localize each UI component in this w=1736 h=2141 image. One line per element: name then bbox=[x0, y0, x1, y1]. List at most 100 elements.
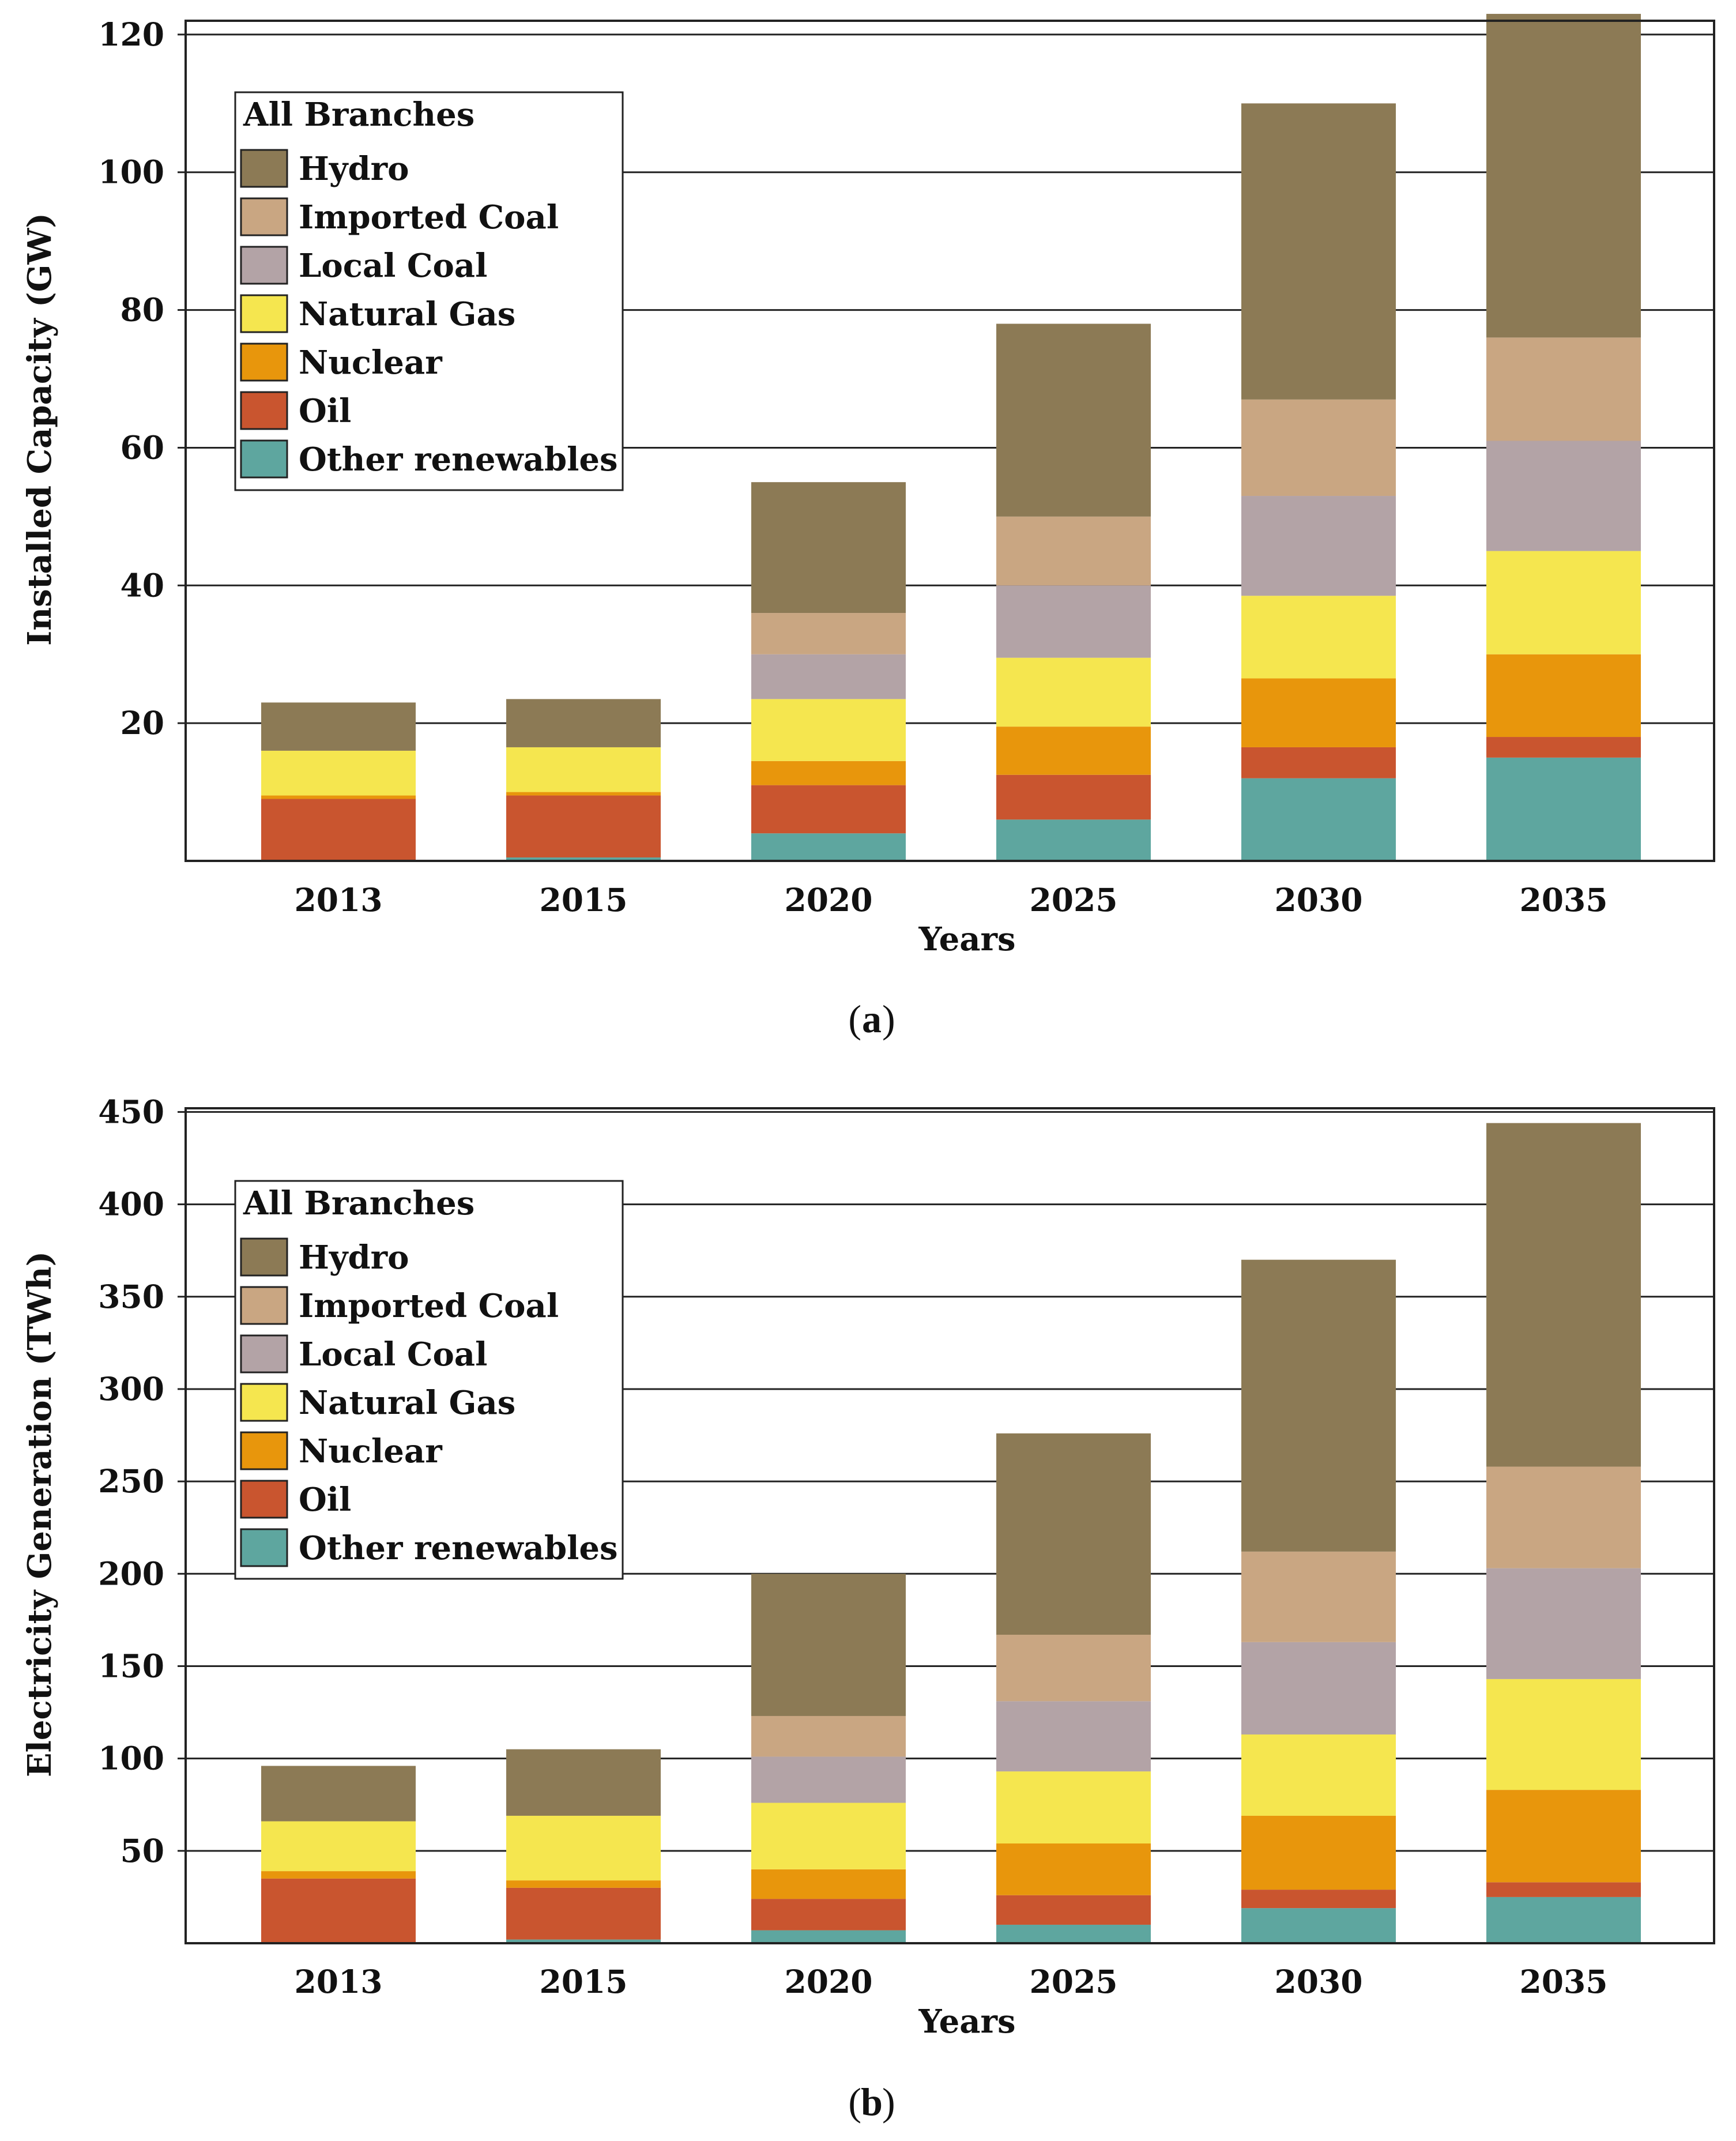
bar-segment-oil-2025 bbox=[996, 774, 1151, 820]
x-tick-label-2030: 2030 bbox=[1274, 1963, 1362, 2000]
y-tick-label-120: 120 bbox=[98, 16, 164, 53]
bar-segment-local-coal-2025 bbox=[996, 1701, 1151, 1772]
stacked-bars bbox=[261, 1123, 1641, 1943]
bar-segment-oil-2035 bbox=[1486, 1882, 1641, 1897]
bar-segment-oil-2020 bbox=[751, 1899, 906, 1931]
legend-swatch-nuclear bbox=[240, 343, 288, 382]
bar-segment-natural-gas-2020 bbox=[751, 699, 906, 761]
bar-segment-natural-gas-2030 bbox=[1241, 1734, 1396, 1816]
legend-label-local-coal: Local Coal bbox=[299, 1335, 487, 1374]
bar-segment-oil-2020 bbox=[751, 785, 906, 834]
panel-label-letter: a bbox=[862, 997, 882, 1041]
bar-segment-natural-gas-2013 bbox=[261, 750, 416, 796]
bar-segment-nuclear-2030 bbox=[1241, 678, 1396, 747]
y-tick-labels: 50 100 150 200 250 300 350 400 450 bbox=[98, 1093, 186, 1869]
bar-segment-nuclear-2013 bbox=[261, 795, 416, 799]
x-tick-label-2035: 2035 bbox=[1519, 881, 1607, 919]
x-tick-labels: 2013 2015 2020 2025 2030 2035 bbox=[294, 881, 1607, 919]
bar-segment-nuclear-2035 bbox=[1486, 1790, 1641, 1883]
bar-segment-hydro-2015 bbox=[506, 1749, 661, 1816]
legend-swatch-natural-gas bbox=[240, 294, 288, 333]
legend: All Branches Hydro Imported Coal Local Coa… bbox=[234, 1180, 624, 1580]
x-tick-label-2013: 2013 bbox=[294, 881, 382, 919]
panel-label-open-paren: ( bbox=[848, 2080, 861, 2124]
plot-frame bbox=[184, 1107, 1715, 1944]
legend-swatch-local-coal bbox=[240, 1334, 288, 1374]
bar-segment-nuclear-2015 bbox=[506, 1880, 661, 1888]
legend-title: All Branches bbox=[243, 96, 475, 134]
bar-segment-oil-2025 bbox=[996, 1895, 1151, 1925]
bar-segment-hydro-2025 bbox=[996, 1433, 1151, 1635]
bar-segment-natural-gas-2035 bbox=[1486, 1679, 1641, 1790]
bar-segment-hydro-2020 bbox=[751, 482, 906, 614]
legend-label-imported-coal: Imported Coal bbox=[299, 198, 559, 236]
x-tick-label-2035: 2035 bbox=[1519, 1963, 1607, 2000]
bar-segment-local-coal-2030 bbox=[1241, 496, 1396, 596]
bar-segment-local-coal-2035 bbox=[1486, 1568, 1641, 1679]
x-tick-label-2013: 2013 bbox=[294, 1963, 382, 2000]
plot-frame bbox=[184, 20, 1715, 862]
y-tick-label-150: 150 bbox=[98, 1647, 164, 1684]
bar-segment-oil-2015 bbox=[506, 795, 661, 858]
y-axis-title: Installed Capacity (GW) bbox=[21, 213, 59, 646]
legend-swatch-oil bbox=[240, 1480, 288, 1519]
legend: All Branches Hydro Imported Coal Local Coa… bbox=[234, 91, 624, 491]
bar-segment-hydro-2035 bbox=[1486, 1123, 1641, 1467]
legend-box bbox=[234, 1180, 624, 1580]
y-axis-title: Electricity Generation (TWh) bbox=[21, 1251, 59, 1777]
bar-segment-natural-gas-2015 bbox=[506, 1815, 661, 1881]
bar-segment-natural-gas-2020 bbox=[751, 1803, 906, 1869]
y-tick-label-450: 450 bbox=[98, 1093, 164, 1130]
legend-swatch-other-renewables bbox=[240, 1528, 288, 1567]
bar-segment-imported-coal-2025 bbox=[996, 1635, 1151, 1702]
bar-segment-oil-2015 bbox=[506, 1887, 661, 1940]
bar-segment-natural-gas-2015 bbox=[506, 747, 661, 792]
legend-label-hydro: Hydro bbox=[299, 150, 409, 188]
panel-label-close-paren: ) bbox=[882, 2080, 895, 2124]
x-tick-label-2015: 2015 bbox=[539, 881, 627, 919]
legend-label-oil: Oil bbox=[299, 392, 351, 430]
legend-swatch-hydro bbox=[240, 149, 288, 188]
bar-segment-imported-coal-2025 bbox=[996, 516, 1151, 586]
panel-label-letter: b bbox=[861, 2080, 883, 2124]
y-tick-label-200: 200 bbox=[98, 1555, 164, 1592]
x-tick-label-2025: 2025 bbox=[1029, 881, 1117, 919]
bar-segment-other-renewables-2020 bbox=[751, 833, 906, 861]
bar-segment-local-coal-2035 bbox=[1486, 441, 1641, 551]
bar-segment-nuclear-2035 bbox=[1486, 654, 1641, 738]
bar-segment-nuclear-2025 bbox=[996, 727, 1151, 775]
bar-segment-natural-gas-2030 bbox=[1241, 596, 1396, 679]
legend-title: All Branches bbox=[243, 1184, 475, 1222]
bar-segment-oil-2030 bbox=[1241, 747, 1396, 778]
y-tick-label-60: 60 bbox=[120, 428, 164, 466]
bar-segment-hydro-2013 bbox=[261, 1766, 416, 1822]
bar-segment-oil-2030 bbox=[1241, 1890, 1396, 1909]
bar-segment-hydro-2013 bbox=[261, 702, 416, 751]
legend-label-natural-gas: Natural Gas bbox=[299, 1384, 515, 1422]
x-tick-label-2020: 2020 bbox=[784, 881, 872, 919]
bar-segment-oil-2013 bbox=[261, 799, 416, 861]
legend-swatch-oil bbox=[240, 391, 288, 430]
bar-segment-local-coal-2020 bbox=[751, 654, 906, 699]
bar-segment-other-renewables-2015 bbox=[506, 857, 661, 861]
bar-segment-hydro-2025 bbox=[996, 323, 1151, 517]
bar-segment-other-renewables-2020 bbox=[751, 1930, 906, 1943]
x-tick-label-2015: 2015 bbox=[539, 1963, 627, 2000]
x-axis-title: Years bbox=[918, 2003, 1015, 2041]
bar-segment-imported-coal-2035 bbox=[1486, 1466, 1641, 1568]
x-tick-label-2020: 2020 bbox=[784, 1963, 872, 2000]
panel-label: ( a ) bbox=[848, 997, 895, 1041]
bar-segment-local-coal-2025 bbox=[996, 585, 1151, 658]
y-tick-labels: 20 40 60 80 100 120 bbox=[98, 16, 186, 742]
bar-segment-hydro-2030 bbox=[1241, 1259, 1396, 1552]
bar-segment-other-renewables-2035 bbox=[1486, 1897, 1641, 1943]
y-tick-label-100: 100 bbox=[98, 153, 164, 191]
panel-label: ( b ) bbox=[848, 2080, 895, 2124]
bar-segment-imported-coal-2035 bbox=[1486, 337, 1641, 441]
legend-swatch-nuclear bbox=[240, 1431, 288, 1470]
panel-label-open-paren: ( bbox=[848, 997, 861, 1041]
y-tick-label-20: 20 bbox=[120, 704, 164, 742]
y-tick-label-100: 100 bbox=[98, 1740, 164, 1777]
